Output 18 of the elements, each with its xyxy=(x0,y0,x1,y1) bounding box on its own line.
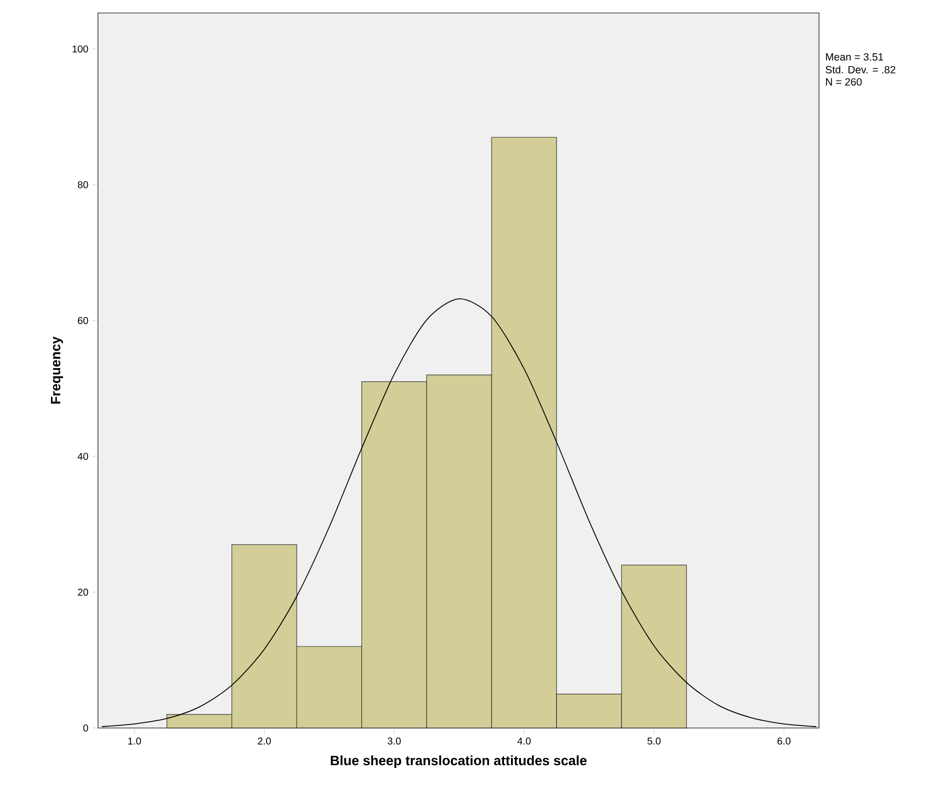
y-tick-label: 80 xyxy=(78,181,88,188)
x-tick-label: 1.0 xyxy=(128,738,141,745)
line-series xyxy=(101,298,817,728)
x-tick-label: 2.0 xyxy=(258,738,271,745)
y-tick-label: 0 xyxy=(83,724,88,732)
y-tick-label: 100 xyxy=(72,45,88,52)
y-tick-label: 60 xyxy=(78,317,88,324)
y-tick-label: 20 xyxy=(78,588,88,596)
y-tick-label: 40 xyxy=(78,452,88,460)
text: Std. Dev. = .82 xyxy=(826,66,896,74)
x-axis-title: Blue sheep translocation attitudes scale xyxy=(330,755,587,768)
x-tick-label: 4.0 xyxy=(517,738,531,745)
x-tick-label: 6.0 xyxy=(778,738,790,745)
y-axis-title: Frequency xyxy=(50,336,64,404)
text: N = 260 xyxy=(826,78,862,86)
x-tick-label: 5.0 xyxy=(648,738,661,745)
x-tick-label: 3.0 xyxy=(388,738,401,745)
text: Mean = 3.51 xyxy=(826,53,884,61)
